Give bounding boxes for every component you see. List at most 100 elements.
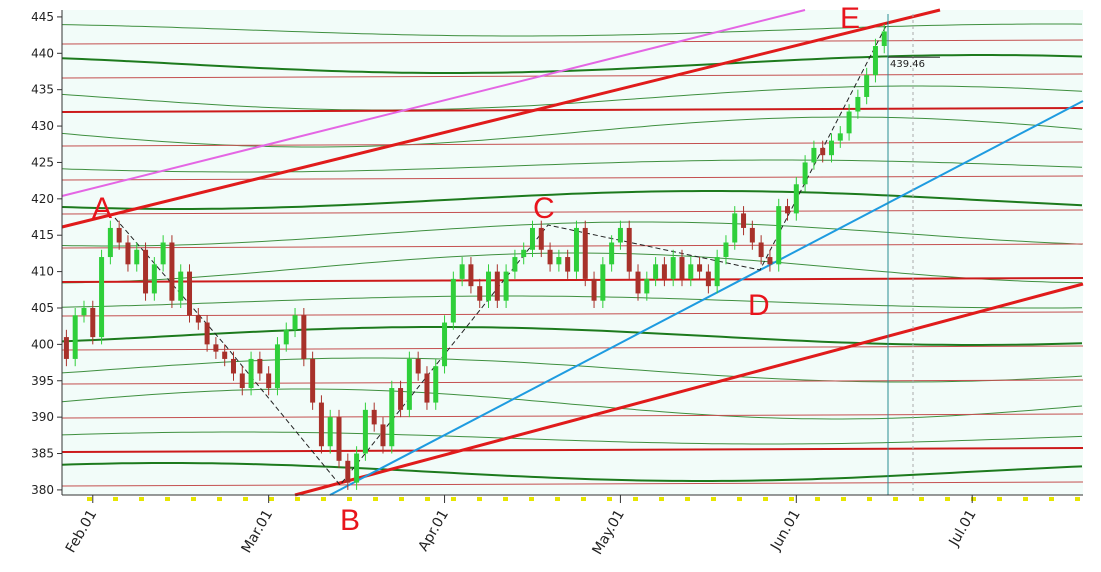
indicator-line <box>61 311 1084 317</box>
y-tick-label: 425 <box>31 155 54 169</box>
candle-body <box>697 264 703 272</box>
trend-line-pink <box>61 9 806 197</box>
indicator-line <box>61 209 1084 215</box>
candle-body <box>811 147 817 163</box>
candle-body <box>864 75 870 97</box>
x-minor-tick <box>87 497 92 501</box>
candle-body <box>318 402 324 447</box>
x-minor-tick <box>607 497 612 501</box>
x-minor-tick <box>373 497 378 501</box>
x-minor-tick <box>945 497 950 501</box>
candle-body <box>195 315 201 323</box>
indicator-curve <box>61 326 1083 346</box>
annotation: C <box>533 192 555 225</box>
candle-body <box>187 271 193 316</box>
candle-body <box>609 242 615 265</box>
y-tick-label: 435 <box>31 83 54 97</box>
annotation: D <box>748 289 770 322</box>
x-tick-label: Feb.01 <box>63 507 100 556</box>
candle-body <box>257 358 263 374</box>
annotation: E <box>840 2 860 35</box>
candle-body <box>705 271 711 287</box>
indicator-curve <box>61 221 1083 247</box>
x-minor-tick <box>503 497 508 501</box>
price-label: 439.46 <box>890 59 925 70</box>
candle-body <box>512 257 518 272</box>
candle-body <box>151 264 157 294</box>
x-minor-tick <box>1023 497 1028 501</box>
channel-top <box>61 8 941 229</box>
candle-body <box>793 184 799 214</box>
x-minor-tick <box>217 497 222 501</box>
indicator-curve <box>61 295 1083 309</box>
candle-body <box>653 264 659 279</box>
x-minor-tick <box>269 497 274 501</box>
y-tick-label: 400 <box>31 337 54 351</box>
candle-body <box>99 257 105 338</box>
indicator-curve <box>61 190 1083 210</box>
x-minor-tick <box>789 497 794 501</box>
candle-body <box>494 271 500 301</box>
x-minor-tick <box>867 497 872 501</box>
candle-body <box>450 278 456 323</box>
indicator-curve <box>61 159 1083 173</box>
x-minor-tick <box>191 497 196 501</box>
candle-body <box>345 460 351 483</box>
x-minor-tick <box>243 497 248 501</box>
candle-body <box>582 227 588 279</box>
candle-body <box>758 242 764 258</box>
candle-body <box>644 278 650 294</box>
candle-body <box>521 249 527 258</box>
indicator-curve <box>61 252 1083 284</box>
y-tick-label: 430 <box>31 119 54 133</box>
candle-body <box>529 227 535 250</box>
y-tick-label: 405 <box>31 301 54 315</box>
x-minor-tick <box>633 497 638 501</box>
candle-body <box>310 358 316 403</box>
candle-body <box>442 322 448 367</box>
candle-body <box>63 337 69 359</box>
x-minor-tick <box>529 497 534 501</box>
trend-line <box>329 100 1084 496</box>
x-minor-tick <box>659 497 664 501</box>
candle-body <box>802 162 808 185</box>
candle-body <box>767 257 773 265</box>
candle-body <box>230 358 236 374</box>
x-minor-tick <box>555 497 560 501</box>
candle-body <box>283 329 289 345</box>
candle-body <box>125 242 131 265</box>
y-tick-label: 385 <box>31 447 54 461</box>
candle-body <box>635 271 641 294</box>
x-tick-label: Jul.01 <box>946 507 980 550</box>
channel-bottom <box>294 282 1084 497</box>
candle-body <box>134 249 140 265</box>
candle-body <box>169 242 175 301</box>
y-tick-label: 410 <box>31 265 54 279</box>
y-tick-label: 415 <box>31 228 54 242</box>
candle-body <box>354 453 360 483</box>
candle-body <box>222 351 228 359</box>
indicator-curve <box>61 462 1083 482</box>
candle-body <box>90 307 96 338</box>
x-minor-tick <box>815 497 820 501</box>
candle-body <box>107 227 113 258</box>
candle-body <box>143 249 149 294</box>
x-tick-label: Jun.01 <box>767 507 803 554</box>
candle-body <box>248 358 254 389</box>
candle-body <box>600 264 606 301</box>
y-tick-label: 390 <box>31 410 54 424</box>
candle-body <box>336 417 342 461</box>
candle-body <box>327 417 333 447</box>
candle-body <box>881 31 887 47</box>
indicator-curve <box>61 431 1083 445</box>
candle-body <box>486 271 492 301</box>
candle-body <box>670 257 676 279</box>
candle-body <box>547 249 553 265</box>
y-tick-label: 440 <box>31 46 54 60</box>
x-minor-tick <box>763 497 768 501</box>
candle-body <box>741 213 747 228</box>
candle-body <box>626 227 632 272</box>
candle-body <box>820 147 826 156</box>
candle-body <box>274 344 280 389</box>
candle-body <box>239 373 245 389</box>
